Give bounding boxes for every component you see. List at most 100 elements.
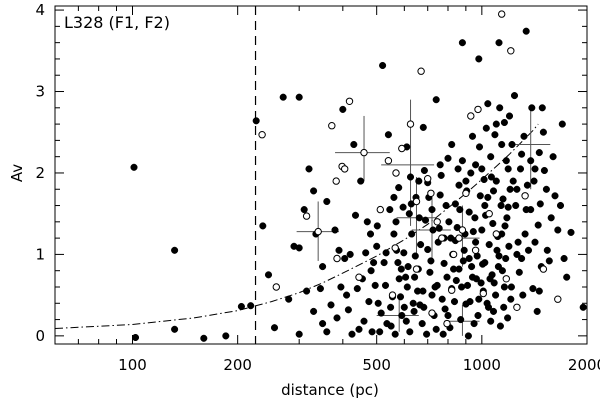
star-point-filled (402, 317, 410, 325)
star-point-filled (444, 311, 452, 320)
star-point-filled (432, 325, 440, 333)
star-point-filled (303, 287, 311, 295)
star-point-filled (500, 283, 508, 291)
star-point-open (314, 227, 322, 236)
star-point-filled (247, 302, 255, 310)
x-tick-label: 1000 (463, 356, 501, 374)
star-point-filled (374, 299, 382, 307)
star-point-filled (438, 295, 446, 303)
star-point-filled (503, 214, 511, 222)
star-point-filled (535, 149, 543, 157)
star-point-filled (442, 201, 450, 210)
y-tick-label: 4 (35, 1, 45, 19)
star-point-filled (402, 273, 410, 281)
star-point-filled (458, 157, 466, 165)
star-point-filled (536, 200, 544, 208)
star-point-open (412, 265, 421, 273)
star-point-filled (171, 246, 179, 254)
star-point-filled (404, 263, 412, 271)
star-point-filled (411, 273, 419, 281)
star-point-filled (513, 185, 521, 193)
star-point-filled (516, 165, 525, 173)
star-point-filled (390, 230, 398, 238)
star-point-filled (339, 105, 347, 113)
star-point-filled (310, 307, 318, 315)
star-point-filled (427, 257, 435, 265)
star-point-filled (482, 124, 490, 132)
star-point-filled (362, 249, 370, 257)
star-point-filled (337, 283, 345, 291)
star-point-filled (520, 132, 528, 140)
star-point-open (424, 175, 432, 183)
y-tick-label: 1 (35, 245, 45, 263)
star-point-filled (506, 185, 514, 193)
star-point-filled (379, 61, 387, 70)
star-point-open (384, 157, 393, 165)
star-point-open (433, 218, 441, 226)
star-point-filled (383, 320, 391, 328)
star-point-open (427, 189, 435, 198)
star-point-filled (237, 302, 245, 311)
star-point-filled (492, 120, 500, 128)
star-point-open (406, 120, 415, 128)
star-point-filled (367, 267, 375, 275)
star-point-filled (428, 291, 436, 299)
star-point-filled (554, 226, 562, 234)
star-point-filled (485, 241, 493, 249)
star-point-open (502, 275, 510, 283)
star-point-filled (370, 259, 378, 267)
star-point-filled (441, 305, 449, 313)
star-point-filled (529, 285, 537, 293)
star-point-filled (131, 333, 140, 342)
star-point-filled (376, 328, 384, 336)
star-point-filled (534, 221, 542, 229)
star-point-open (455, 234, 463, 242)
star-point-filled (474, 311, 482, 320)
star-point-filled (171, 325, 179, 333)
star-point-filled (510, 92, 519, 100)
star-point-filled (403, 283, 411, 291)
star-point-filled (400, 303, 408, 311)
star-point-filled (222, 332, 230, 340)
star-point-filled (457, 316, 465, 324)
y-tick-label: 0 (35, 327, 45, 345)
star-point-open (507, 47, 515, 55)
star-point-filled (498, 140, 506, 149)
star-point-filled (481, 201, 489, 210)
star-point-filled (264, 271, 273, 279)
star-point-filled (435, 224, 443, 232)
star-point-filled (512, 201, 520, 210)
star-point-filled (350, 140, 358, 149)
star-point-open (438, 234, 446, 242)
star-point-filled (390, 193, 398, 201)
star-point-filled (285, 295, 293, 303)
star-point-open (474, 105, 482, 114)
star-point-filled (428, 206, 436, 214)
star-point-filled (558, 120, 566, 128)
chart-title: L328 (F1, F2) (64, 13, 170, 32)
star-point-filled (323, 197, 331, 206)
star-point-filled (484, 100, 492, 108)
star-point-filled (295, 330, 303, 338)
star-point-open (355, 273, 363, 281)
star-point-filled (373, 222, 381, 230)
star-point-open (513, 303, 521, 311)
star-point-filled (563, 273, 571, 281)
star-point-filled (373, 242, 381, 250)
star-point-open (376, 205, 384, 214)
star-point-filled (468, 132, 477, 140)
star-point-filled (475, 143, 484, 151)
star-point-filled (377, 309, 385, 317)
star-point-open (443, 319, 451, 328)
star-point-filled (420, 303, 428, 311)
star-point-filled (319, 263, 327, 271)
star-point-filled (333, 314, 341, 322)
star-point-filled (524, 246, 533, 254)
star-point-open (492, 230, 500, 238)
star-point-filled (501, 222, 509, 230)
star-point-filled (508, 140, 516, 149)
star-point-filled (409, 299, 417, 307)
star-point-filled (538, 104, 546, 112)
star-point-filled (475, 55, 483, 63)
